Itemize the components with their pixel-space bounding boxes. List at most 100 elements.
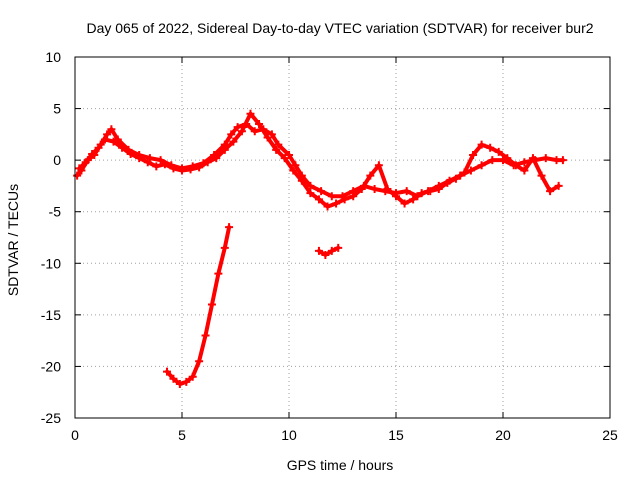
data-point xyxy=(160,160,169,169)
data-point xyxy=(546,187,555,196)
x-tick-label: 5 xyxy=(178,427,186,443)
data-point xyxy=(434,185,443,194)
data-point xyxy=(156,156,165,165)
data-point xyxy=(103,130,112,139)
data-point xyxy=(537,171,546,180)
data-point xyxy=(466,166,475,175)
data-point xyxy=(370,185,379,194)
data-point xyxy=(383,185,392,194)
data-point xyxy=(263,133,272,142)
data-point xyxy=(169,374,178,383)
data-point xyxy=(494,147,503,156)
data-point xyxy=(321,251,330,260)
data-point xyxy=(306,189,315,198)
data-point xyxy=(357,185,366,194)
y-tick-label: 5 xyxy=(53,101,61,117)
data-point xyxy=(528,154,537,163)
data-point xyxy=(126,149,135,158)
data-point xyxy=(558,156,567,165)
axis-ticks: 0 5 10 15 20 25 -25 -20 -15 -10 -5 0 5 10 xyxy=(41,49,618,443)
data-point xyxy=(201,331,210,340)
data-point xyxy=(443,178,452,187)
data-point xyxy=(297,176,306,185)
data-point xyxy=(73,171,82,180)
series-line xyxy=(77,111,561,209)
data-point xyxy=(511,161,520,170)
data-point xyxy=(143,158,152,167)
y-tick-label: -10 xyxy=(41,255,61,271)
data-point xyxy=(334,243,343,252)
data-point xyxy=(88,149,97,158)
data-point xyxy=(274,140,283,149)
y-tick-label: -15 xyxy=(41,307,61,323)
data-point xyxy=(214,269,223,278)
data-point xyxy=(81,158,90,167)
data-point xyxy=(186,165,195,174)
data-point xyxy=(195,357,204,366)
x-tick-label: 0 xyxy=(71,427,79,443)
data-point xyxy=(227,130,236,139)
data-point xyxy=(520,158,529,167)
data-point xyxy=(135,154,144,163)
data-point xyxy=(229,137,238,146)
series-line xyxy=(317,245,341,257)
x-tick-label: 25 xyxy=(602,427,618,443)
data-point xyxy=(113,135,122,144)
data-point xyxy=(327,192,336,201)
data-point xyxy=(400,199,409,208)
data-point xyxy=(233,123,242,132)
data-point xyxy=(291,161,300,170)
data-point xyxy=(246,109,255,118)
chart-title: Day 065 of 2022, Sidereal Day-to-day VTE… xyxy=(86,20,593,36)
data-point xyxy=(499,156,507,165)
data-point xyxy=(212,154,221,163)
data-point xyxy=(107,125,116,134)
data-point xyxy=(451,174,460,183)
data-point xyxy=(237,127,246,136)
series-track-lower-dip xyxy=(163,223,234,388)
data-point xyxy=(145,154,154,163)
x-tick-label: 20 xyxy=(495,427,511,443)
data-point xyxy=(554,181,563,190)
series-track-short-segment xyxy=(314,243,343,260)
data-point xyxy=(349,192,358,201)
data-point xyxy=(520,166,529,175)
data-point xyxy=(314,195,323,204)
y-tick-label: -5 xyxy=(49,204,62,220)
data-point xyxy=(327,246,336,255)
data-point xyxy=(220,145,229,154)
data-point xyxy=(182,377,191,386)
x-tick-label: 15 xyxy=(388,427,404,443)
data-point xyxy=(402,187,411,196)
data-point xyxy=(317,187,326,196)
data-point xyxy=(169,164,178,173)
data-point xyxy=(109,137,118,146)
data-point xyxy=(486,143,495,152)
data-point xyxy=(207,300,216,309)
data-point xyxy=(285,150,293,159)
data-point xyxy=(178,166,186,175)
data-point xyxy=(152,162,161,171)
data-point xyxy=(488,156,497,165)
data-point xyxy=(374,161,383,170)
data-point xyxy=(203,158,212,167)
x-tick-label: 10 xyxy=(281,427,297,443)
y-tick-label: 10 xyxy=(45,49,61,65)
data-point xyxy=(220,243,229,252)
data-point xyxy=(340,195,349,204)
data-point xyxy=(250,127,259,136)
y-tick-label: 0 xyxy=(53,152,61,168)
data-point xyxy=(323,202,332,211)
data-point xyxy=(272,145,281,154)
data-point xyxy=(100,135,109,144)
data-point xyxy=(267,130,276,139)
data-point xyxy=(417,189,426,198)
data-point xyxy=(289,166,298,175)
data-point xyxy=(280,154,289,163)
data-point xyxy=(118,143,127,152)
y-axis-label: SDTVAR / TECUs xyxy=(5,184,21,296)
data-point xyxy=(477,161,486,170)
data-point xyxy=(188,372,197,381)
data-point xyxy=(314,246,323,255)
